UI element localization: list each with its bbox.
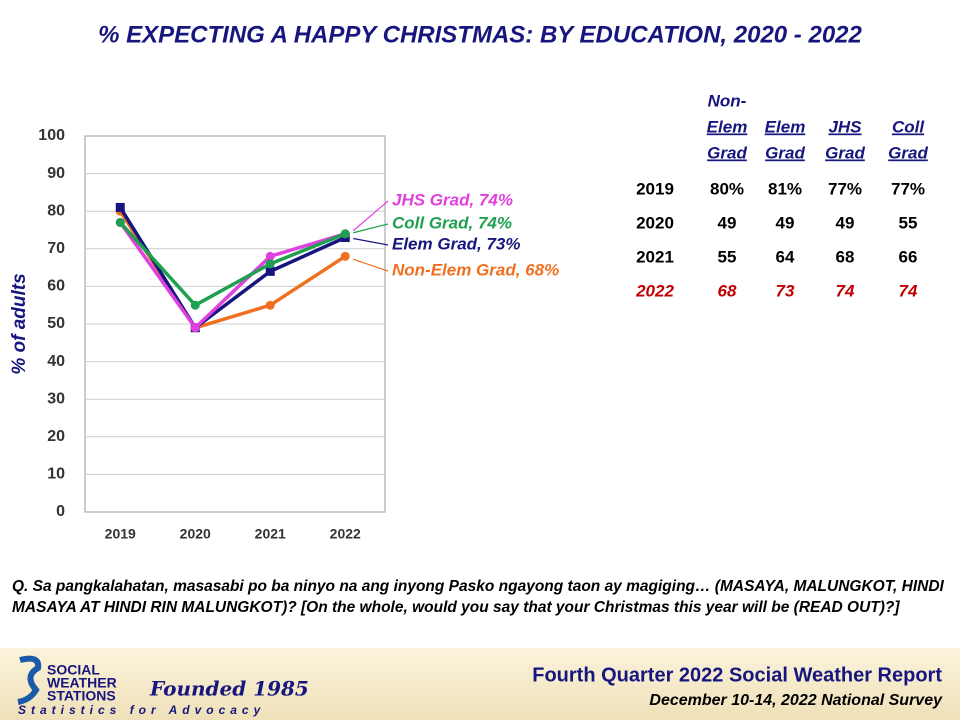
marker	[265, 266, 275, 276]
y-tick-label: 70	[47, 240, 65, 257]
row-year: 2019	[636, 179, 674, 198]
y-tick-label: 40	[47, 353, 65, 370]
x-tick-label: 2022	[330, 526, 361, 542]
column-header: Elem	[707, 117, 748, 136]
marker	[265, 259, 275, 269]
survey-date: December 10-14, 2022 National Survey	[649, 692, 943, 709]
question: Q. Sa pangkalahatan, masasabi po ba niny…	[12, 578, 944, 616]
table-cell: 55	[899, 213, 918, 232]
table-cell: 77%	[891, 179, 925, 198]
y-tick-label: 10	[47, 466, 65, 483]
table-cell: 64	[776, 247, 795, 266]
y-tick-label: 90	[47, 165, 65, 182]
column-header: Grad	[825, 143, 865, 162]
annotation-arrow	[352, 200, 389, 232]
founded: Founded 1985	[149, 677, 309, 701]
x-tick-label: 2019	[105, 526, 136, 542]
tagline: Statistics for Advocacy	[18, 703, 265, 717]
table-cell: 74	[899, 281, 918, 300]
row-year: 2021	[636, 247, 674, 266]
logo-line: STATIONS	[47, 688, 116, 704]
logo-line: WEATHER	[47, 675, 117, 691]
table-cell: 81%	[768, 179, 802, 198]
marker	[265, 300, 275, 310]
column-header: Grad	[888, 143, 928, 162]
annotation: Non-Elem Grad, 68%	[392, 260, 559, 279]
column-header: Elem	[765, 117, 806, 136]
column-header: Grad	[707, 143, 747, 162]
marker	[190, 323, 200, 333]
logo-mark	[17, 655, 42, 705]
y-tick-label: 100	[38, 127, 65, 144]
y-axis-label: % of adults	[9, 273, 30, 374]
annotation: JHS Grad, 74%	[392, 190, 513, 209]
table-cell: 74	[836, 281, 855, 300]
table-cell: 73	[776, 281, 795, 300]
column-header: Coll	[892, 117, 925, 136]
logo-line: SOCIAL	[47, 662, 100, 678]
annotation-arrow	[353, 258, 389, 272]
marker	[340, 229, 350, 239]
marker	[115, 217, 125, 227]
annotation: Coll Grad, 74%	[392, 213, 512, 232]
marker	[265, 251, 275, 261]
y-tick-label: 50	[47, 315, 65, 332]
y-tick-label: 80	[47, 202, 65, 219]
marker	[115, 202, 125, 212]
marker	[340, 251, 350, 261]
column-header: Non-	[708, 91, 747, 110]
table-cell: 66	[899, 247, 918, 266]
table-cell: 49	[836, 213, 855, 232]
y-tick-label: 20	[47, 428, 65, 445]
table-cell: 80%	[710, 179, 744, 198]
table-cell: 55	[718, 247, 737, 266]
series-line	[118, 206, 346, 331]
footer-band	[0, 648, 960, 720]
y-tick-label: 0	[56, 503, 65, 520]
row-year: 2022	[635, 281, 674, 300]
chart-title: % EXPECTING A HAPPY CHRISTMAS: BY EDUCAT…	[98, 21, 862, 48]
table-cell: 49	[776, 213, 795, 232]
x-tick-label: 2020	[180, 526, 211, 542]
row-year: 2020	[636, 213, 674, 232]
annotation: Elem Grad, 73%	[392, 234, 521, 253]
column-header: JHS	[828, 117, 862, 136]
series-line	[118, 221, 346, 308]
y-tick-label: 30	[47, 390, 65, 407]
table-cell: 68	[836, 247, 855, 266]
series-line	[118, 221, 346, 331]
x-tick-label: 2021	[255, 526, 286, 542]
annotation-arrow	[353, 237, 389, 246]
column-header: Grad	[765, 143, 805, 162]
annotation-arrow	[353, 223, 389, 234]
report-title: Fourth Quarter 2022 Social Weather Repor…	[532, 664, 942, 686]
y-tick-label: 60	[47, 278, 65, 295]
table-cell: 49	[718, 213, 737, 232]
marker	[190, 300, 200, 310]
table-cell: 68	[718, 281, 737, 300]
table-cell: 77%	[828, 179, 862, 198]
